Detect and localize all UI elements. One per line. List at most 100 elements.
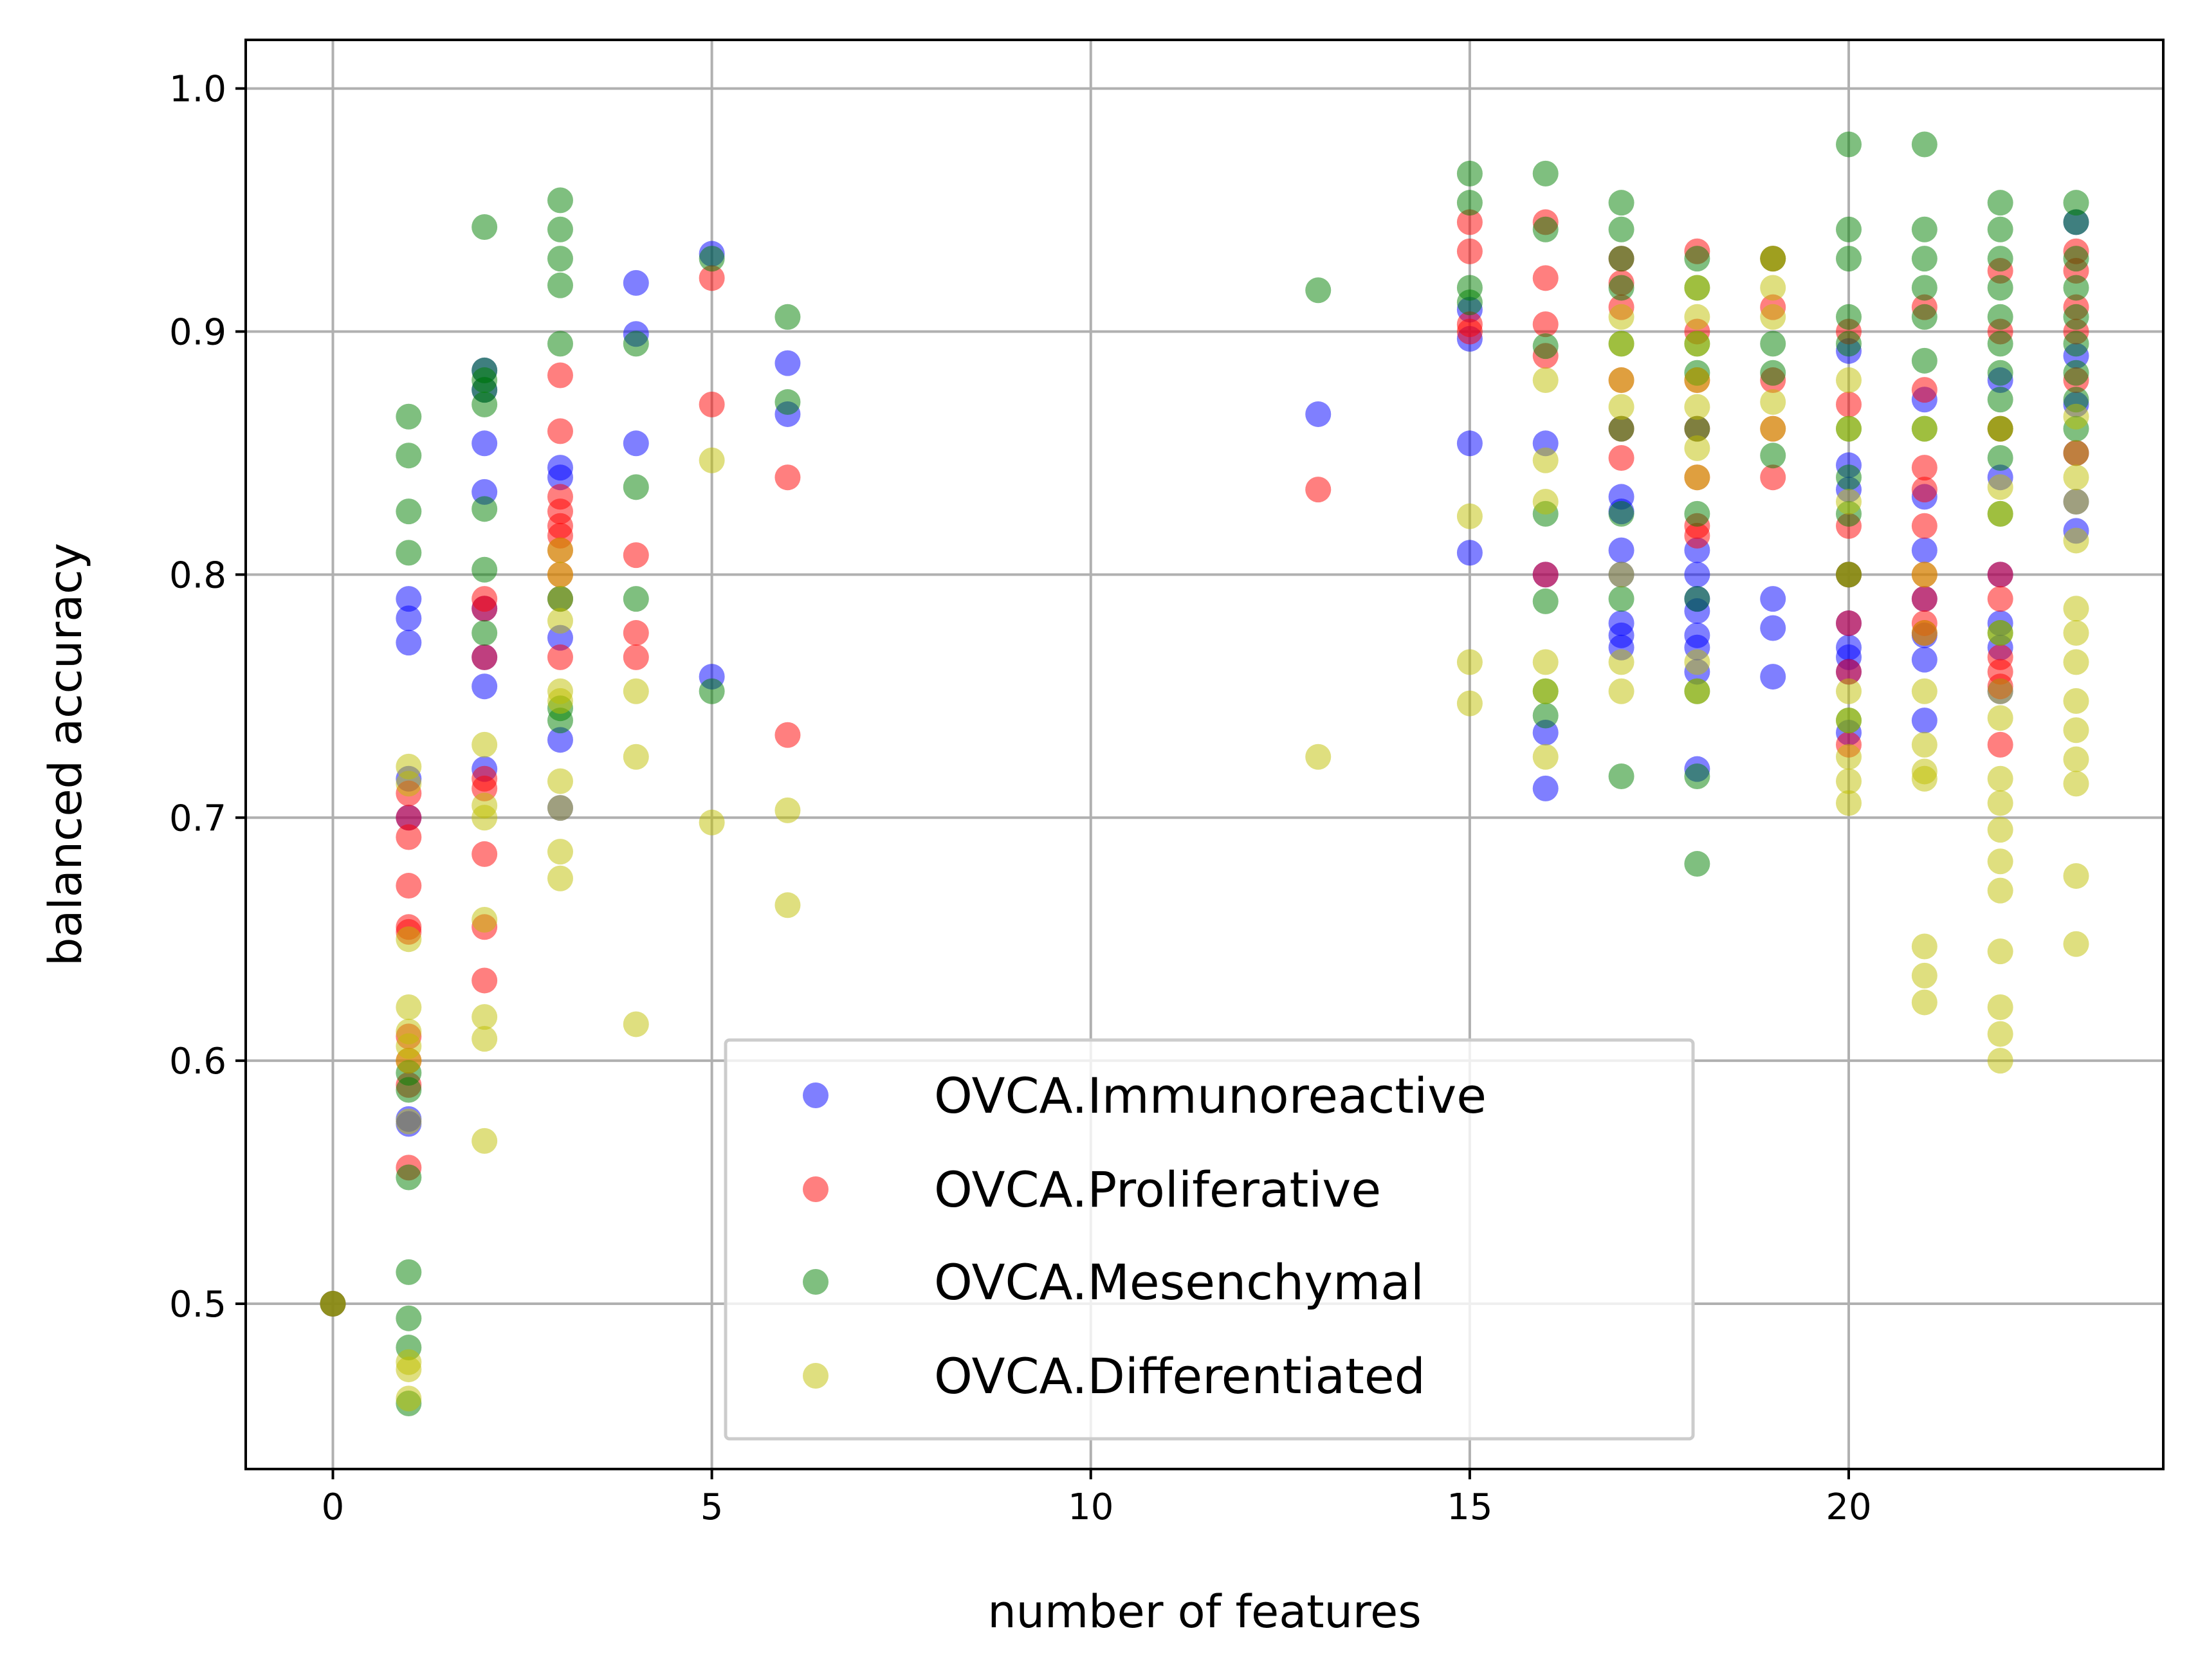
point-mesenchymal — [1456, 190, 1483, 216]
point-differentiated — [1836, 562, 1862, 588]
point-mesenchymal — [1608, 216, 1635, 242]
point-immunoreactive — [547, 464, 573, 491]
point-differentiated — [1608, 562, 1635, 588]
point-immunoreactive — [1456, 540, 1483, 566]
point-mesenchymal — [2063, 190, 2089, 216]
point-differentiated — [547, 688, 573, 714]
point-differentiated — [1608, 394, 1635, 420]
point-proliferative — [1987, 586, 2013, 612]
point-differentiated — [1532, 649, 1559, 675]
point-proliferative — [774, 464, 801, 491]
point-differentiated — [1532, 447, 1559, 473]
point-differentiated — [1532, 678, 1559, 704]
point-differentiated — [2063, 717, 2089, 744]
point-proliferative — [1911, 455, 1937, 481]
point-mesenchymal — [396, 1259, 422, 1285]
point-differentiated — [2063, 746, 2089, 772]
point-differentiated — [1532, 488, 1559, 515]
point-proliferative — [699, 265, 725, 291]
point-differentiated — [1987, 415, 2013, 442]
point-differentiated — [1987, 705, 2013, 731]
point-mesenchymal — [1608, 586, 1635, 612]
point-mesenchymal — [472, 556, 498, 583]
point-proliferative — [1911, 513, 1937, 539]
y-tick-label: 0.8 — [169, 554, 226, 596]
point-mesenchymal — [1987, 275, 2013, 301]
point-mesenchymal — [1608, 415, 1635, 442]
point-differentiated — [699, 809, 725, 835]
y-tick-label: 1.0 — [169, 69, 226, 111]
point-differentiated — [1684, 678, 1710, 704]
point-mesenchymal — [774, 304, 801, 330]
point-mesenchymal — [2063, 209, 2089, 235]
point-mesenchymal — [1608, 275, 1635, 301]
point-proliferative — [1305, 477, 1332, 503]
point-mesenchymal — [1532, 333, 1559, 360]
point-differentiated — [547, 586, 573, 612]
point-proliferative — [472, 596, 498, 622]
point-differentiated — [1456, 649, 1483, 675]
point-differentiated — [547, 839, 573, 865]
point-differentiated — [623, 744, 649, 770]
x-tick-label: 5 — [701, 1486, 724, 1528]
point-mesenchymal — [1987, 360, 2013, 386]
point-mesenchymal — [547, 331, 573, 357]
point-differentiated — [1911, 731, 1937, 758]
point-immunoreactive — [1305, 401, 1332, 427]
point-differentiated — [1911, 678, 1937, 704]
point-mesenchymal — [1684, 246, 1710, 272]
point-differentiated — [1987, 1048, 2013, 1074]
point-mesenchymal — [1760, 360, 1786, 386]
point-mesenchymal — [1911, 246, 1937, 272]
point-mesenchymal — [623, 586, 649, 612]
point-immunoreactive — [1911, 708, 1937, 734]
point-differentiated — [1911, 989, 1937, 1016]
point-differentiated — [1532, 367, 1559, 394]
point-differentiated — [1684, 275, 1710, 301]
point-differentiated — [1987, 877, 2013, 904]
point-immunoreactive — [1532, 775, 1559, 801]
y-tick-label: 0.6 — [169, 1041, 226, 1082]
point-differentiated — [396, 1356, 422, 1383]
y-tick-label: 0.9 — [169, 311, 226, 353]
point-mesenchymal — [1684, 851, 1710, 877]
point-mesenchymal — [1760, 443, 1786, 469]
data-points — [320, 131, 2089, 1416]
point-differentiated — [472, 906, 498, 933]
point-mesenchymal — [1608, 246, 1635, 272]
point-proliferative — [472, 841, 498, 867]
point-proliferative — [774, 722, 801, 748]
point-proliferative — [623, 620, 649, 646]
point-differentiated — [1760, 389, 1786, 415]
point-differentiated — [1987, 765, 2013, 792]
point-proliferative — [623, 542, 649, 569]
point-mesenchymal — [396, 498, 422, 525]
point-proliferative — [547, 362, 573, 388]
point-mesenchymal — [1987, 190, 2013, 216]
point-proliferative — [1532, 265, 1559, 291]
point-differentiated — [547, 537, 573, 563]
point-mesenchymal — [1987, 304, 2013, 330]
point-differentiated — [1760, 246, 1786, 272]
point-differentiated — [2063, 620, 2089, 646]
legend-entry-differentiated: OVCA.Differentiated — [803, 1347, 1425, 1405]
point-immunoreactive — [623, 269, 649, 296]
point-mesenchymal — [547, 272, 573, 298]
point-mesenchymal — [1987, 246, 2013, 272]
point-differentiated — [1760, 304, 1786, 330]
point-differentiated — [1987, 790, 2013, 816]
point-differentiated — [1987, 474, 2013, 500]
point-mesenchymal — [699, 246, 725, 272]
point-mesenchymal — [1911, 131, 1937, 158]
point-differentiated — [623, 1011, 649, 1037]
point-proliferative — [1532, 562, 1559, 588]
point-immunoreactive — [774, 350, 801, 376]
point-proliferative — [396, 805, 422, 831]
x-axis-label: number of features — [987, 1585, 1421, 1638]
point-proliferative — [396, 873, 422, 899]
point-proliferative — [1836, 610, 1862, 636]
point-differentiated — [1987, 500, 2013, 527]
point-mesenchymal — [1456, 289, 1483, 316]
point-differentiated — [1760, 415, 1786, 442]
